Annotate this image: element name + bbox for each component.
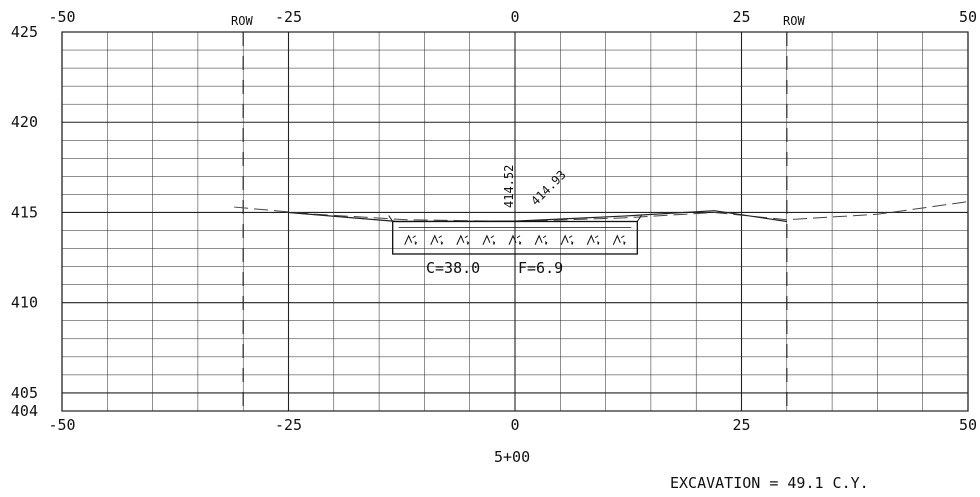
aggregate-mark	[482, 234, 496, 245]
proposed-surface-line	[288, 210, 787, 223]
aggregate-mark	[586, 234, 600, 245]
pavement-box	[392, 220, 638, 255]
aggregate-mark	[560, 234, 574, 245]
y-tick: 425	[11, 23, 38, 41]
cut-label: C=38.0	[426, 259, 480, 277]
row-label-left: ROW	[231, 14, 253, 28]
aggregate-dot	[571, 242, 574, 245]
aggregate-dot	[414, 242, 417, 245]
x-axis-top-labels: -50 -25 0 25 50	[48, 8, 977, 26]
y-tick: 410	[11, 294, 38, 312]
x-tick-top: 0	[510, 8, 519, 26]
grid-frame	[61, 31, 969, 412]
aggregate-dot	[440, 242, 443, 245]
aggregate-dot	[623, 242, 626, 245]
right-elevation-label: 414.93	[528, 168, 569, 209]
aggregate-dot	[519, 242, 521, 245]
curb-right	[636, 215, 642, 222]
aggregate-dot	[597, 242, 600, 245]
x-tick-bottom: 50	[959, 416, 977, 434]
aggregate-mark	[430, 234, 443, 245]
x-tick-bottom: -50	[48, 416, 75, 434]
station-label: 5+00	[494, 448, 530, 466]
existing-ground-line	[234, 201, 969, 223]
y-tick: 420	[11, 113, 38, 131]
row-lines	[242, 32, 788, 411]
fill-label: F=6.9	[518, 259, 563, 277]
aggregate-mark	[534, 234, 548, 245]
aggregate-dot	[466, 242, 469, 245]
x-tick-bottom: -25	[275, 416, 302, 434]
excavation-label: EXCAVATION = 49.1 C.Y.	[670, 474, 869, 492]
x-tick-top: 50	[959, 8, 977, 26]
x-tick-top: -50	[48, 8, 75, 26]
x-tick-top: 25	[732, 8, 750, 26]
y-tick: 405	[11, 384, 38, 402]
curb-left	[388, 215, 394, 222]
y-tick: 415	[11, 203, 38, 221]
aggregate-dot	[545, 242, 547, 245]
aggregate-mark	[456, 234, 470, 245]
center-elevation-label: 414.52	[502, 165, 516, 208]
y-tick: 404	[11, 402, 38, 420]
aggregate-dot	[493, 242, 495, 245]
x-tick-bottom: 0	[510, 416, 519, 434]
aggregate-mark	[404, 234, 417, 245]
x-tick-top: -25	[275, 8, 302, 26]
x-axis-bottom-labels: -50 -25 0 25 50	[48, 416, 977, 434]
aggregate-mark	[612, 234, 626, 245]
pavement-section	[388, 215, 642, 255]
aggregate-mark	[508, 234, 522, 245]
x-tick-bottom: 25	[732, 416, 750, 434]
row-label-right: ROW	[783, 14, 805, 28]
